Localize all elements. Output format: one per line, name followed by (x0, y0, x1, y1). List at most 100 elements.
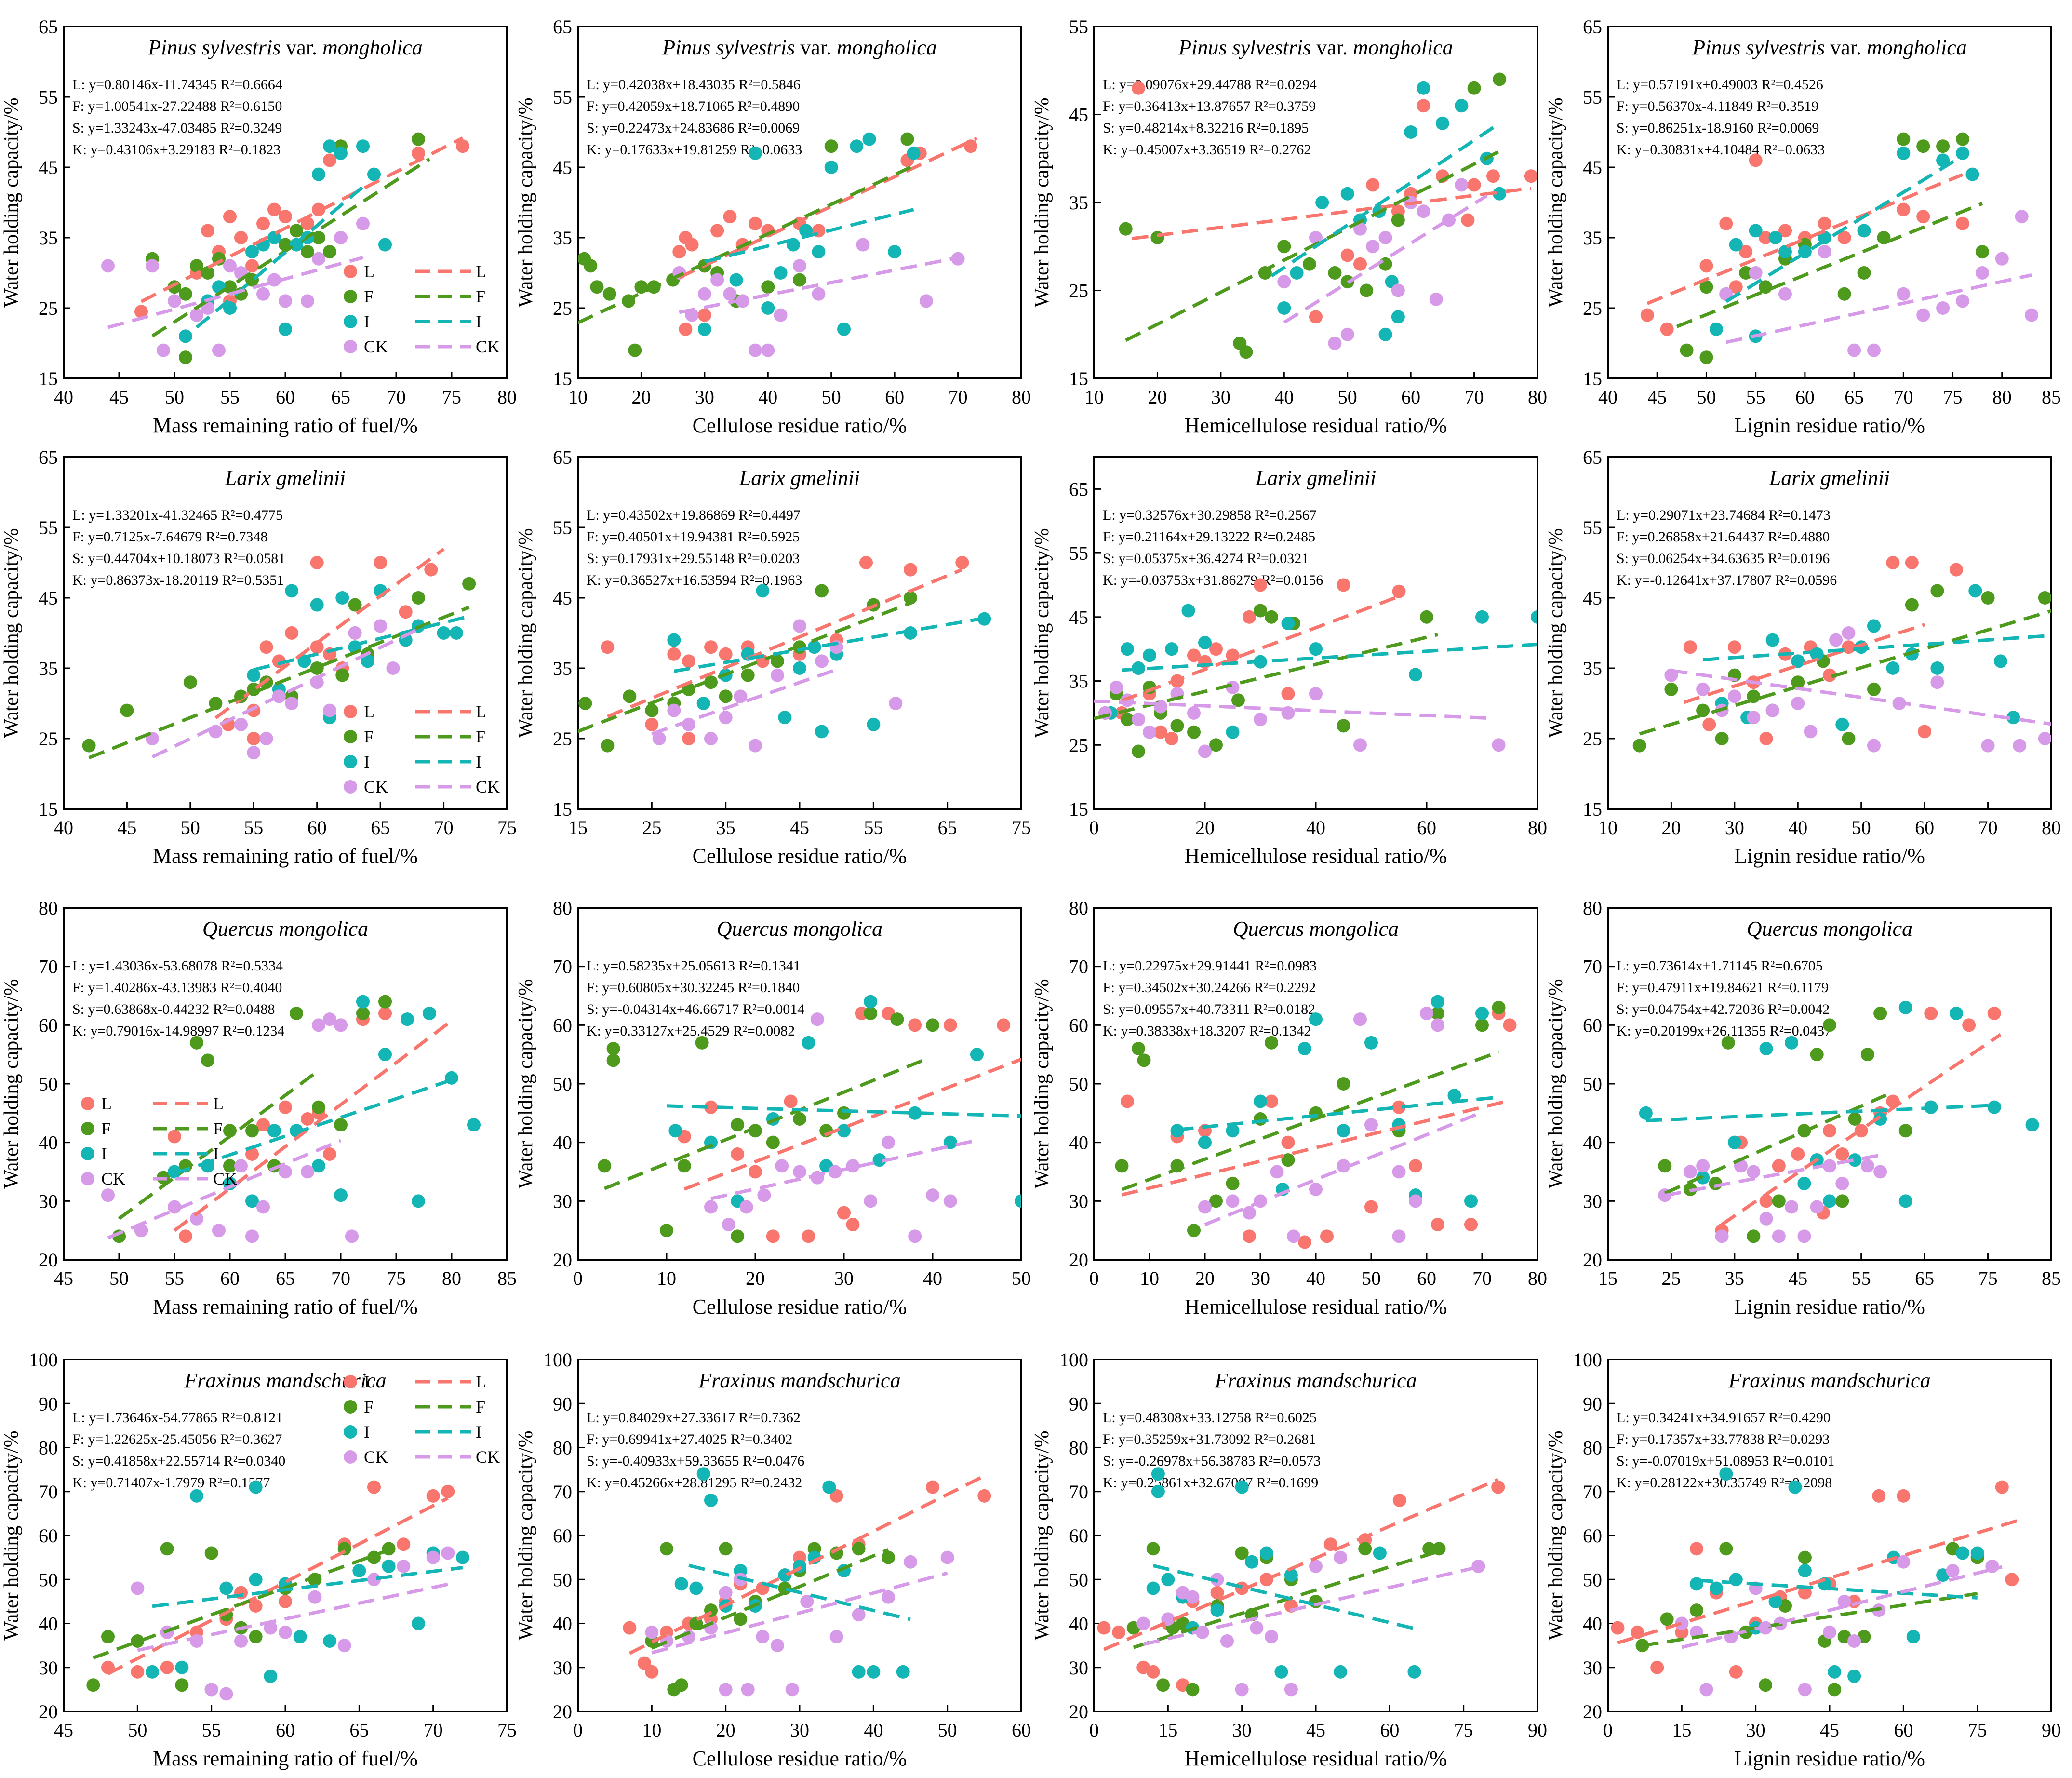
data-point-ck (348, 626, 362, 640)
data-point-l (249, 1599, 263, 1613)
data-point-f (1420, 610, 1433, 624)
y-tick-label: 65 (1583, 16, 1602, 38)
data-point-i (815, 725, 829, 739)
y-tick-label: 35 (1069, 671, 1088, 692)
panel-13: 45 50 55 60 65 70 75 20 30 40 50 60 70 80 90 100 Mass re… (0, 1349, 517, 1770)
x-tick-label: 65 (371, 817, 390, 838)
legend-line-label: F (476, 287, 485, 306)
data-point-ck (774, 308, 788, 322)
data-point-f (1936, 139, 1950, 153)
data-point-l (1905, 556, 1919, 569)
data-point-ck (749, 343, 762, 357)
y-tick-label: 15 (39, 368, 58, 390)
x-axis-label: Cellulose residue ratio/% (693, 844, 907, 868)
data-point-ck (1867, 343, 1881, 357)
x-tick-label: 40 (758, 386, 777, 408)
y-axis-label: Water holding capacity/% (1031, 97, 1053, 307)
fit-line-f (603, 1058, 924, 1190)
data-point-i (1464, 1194, 1478, 1208)
data-point-l (1727, 640, 1741, 654)
data-point-f (179, 350, 192, 364)
fit-line-i (1122, 643, 1537, 672)
data-point-l (1916, 210, 1930, 224)
data-point-ck (256, 287, 270, 301)
fit-line-i (1270, 121, 1501, 278)
panel-title: Pinus sylvestris var. mongholica (147, 36, 423, 59)
y-tick-label: 80 (1069, 897, 1088, 919)
panel-6: 15 25 35 45 55 65 75 15 25 35 45 55 65 Cellulose resi… (515, 446, 1031, 868)
data-point-i (1857, 224, 1871, 238)
data-point-l (1254, 578, 1267, 592)
x-tick-label: 10 (568, 386, 588, 408)
data-point-ck (1798, 1683, 1812, 1697)
data-point-f (815, 584, 829, 598)
data-point-l (802, 1229, 815, 1243)
data-point-f (1696, 703, 1710, 717)
regression-equation: K: y=0.38338x+18.3207 R²=0.1342 (1103, 1023, 1311, 1039)
data-point-i (1143, 648, 1156, 662)
data-point-l (1467, 178, 1481, 192)
data-point-f (623, 689, 637, 703)
data-point-f (852, 1542, 866, 1556)
regression-equation: K: y=-0.12641x+37.17807 R²=0.0596 (1617, 572, 1837, 588)
data-point-l (672, 245, 686, 259)
data-point-ck (741, 1683, 755, 1697)
fit-line-l (1617, 1519, 2018, 1644)
x-tick-label: 45 (1788, 1267, 1807, 1289)
x-tick-label: 60 (276, 386, 295, 408)
fit-line-i (1152, 1564, 1415, 1630)
data-point-ck (1309, 231, 1323, 244)
x-tick-label: 30 (695, 386, 714, 408)
data-point-i (1315, 196, 1329, 209)
data-point-ck (1143, 725, 1156, 739)
regression-equation: K: y=0.79016x-14.98997 R²=0.1234 (72, 1023, 284, 1039)
data-point-i (1161, 1573, 1175, 1587)
data-point-f (1254, 604, 1267, 618)
data-point-ck (793, 1165, 806, 1179)
y-tick-label: 20 (39, 1701, 58, 1723)
data-point-l (784, 1094, 798, 1108)
data-point-f (1956, 132, 1969, 146)
data-point-f (1699, 350, 1713, 364)
data-point-i (1873, 1112, 1887, 1126)
fit-line-i (1696, 1578, 1978, 1600)
x-axis-label: Lignin residue ratio/% (1734, 414, 1925, 437)
data-point-f (1897, 132, 1911, 146)
data-point-i (1768, 231, 1782, 244)
data-point-ck (1198, 1200, 1212, 1214)
fit-line-ck (1283, 194, 1488, 324)
data-point-f (1664, 682, 1678, 696)
data-point-ck (397, 1559, 411, 1573)
data-point-ck (1254, 713, 1267, 727)
y-tick-label: 55 (39, 517, 58, 539)
data-point-ck (264, 1621, 278, 1635)
data-point-ck (1860, 1159, 1874, 1173)
data-point-i (1987, 1100, 2001, 1114)
data-point-ck (810, 1012, 824, 1026)
y-tick-label: 80 (1583, 897, 1602, 919)
regression-equation: S: y=0.48214x+8.32216 R²=0.1895 (1103, 120, 1309, 136)
panel-11: 0 10 20 30 40 50 60 70 80 20 30 40 50 60 70 80 Hemicellu… (1031, 897, 1547, 1319)
data-point-ck (771, 668, 784, 682)
data-point-l (424, 563, 438, 577)
data-point-i (382, 1559, 396, 1573)
regression-equation: S: y=0.17931x+29.55148 R²=0.0203 (587, 551, 800, 566)
data-point-l (456, 139, 469, 153)
data-point-l (160, 1660, 174, 1674)
data-point-ck (234, 717, 248, 731)
data-point-l (279, 210, 292, 224)
data-point-l (256, 216, 270, 230)
data-point-ck (1916, 308, 1930, 322)
plot-frame (1607, 26, 2052, 379)
data-point-f (1680, 343, 1694, 357)
data-point-ck (168, 294, 181, 308)
data-point-l (1154, 725, 1167, 739)
data-point-l (1461, 213, 1475, 227)
y-tick-label: 35 (39, 658, 58, 679)
data-point-i (1768, 1594, 1782, 1608)
data-point-ck (815, 654, 829, 668)
data-point-ck (374, 619, 388, 633)
legend-line-label: L (476, 262, 486, 281)
data-point-ck (1364, 1118, 1378, 1132)
x-axis-label: Hemicellulose residual ratio/% (1185, 414, 1447, 437)
